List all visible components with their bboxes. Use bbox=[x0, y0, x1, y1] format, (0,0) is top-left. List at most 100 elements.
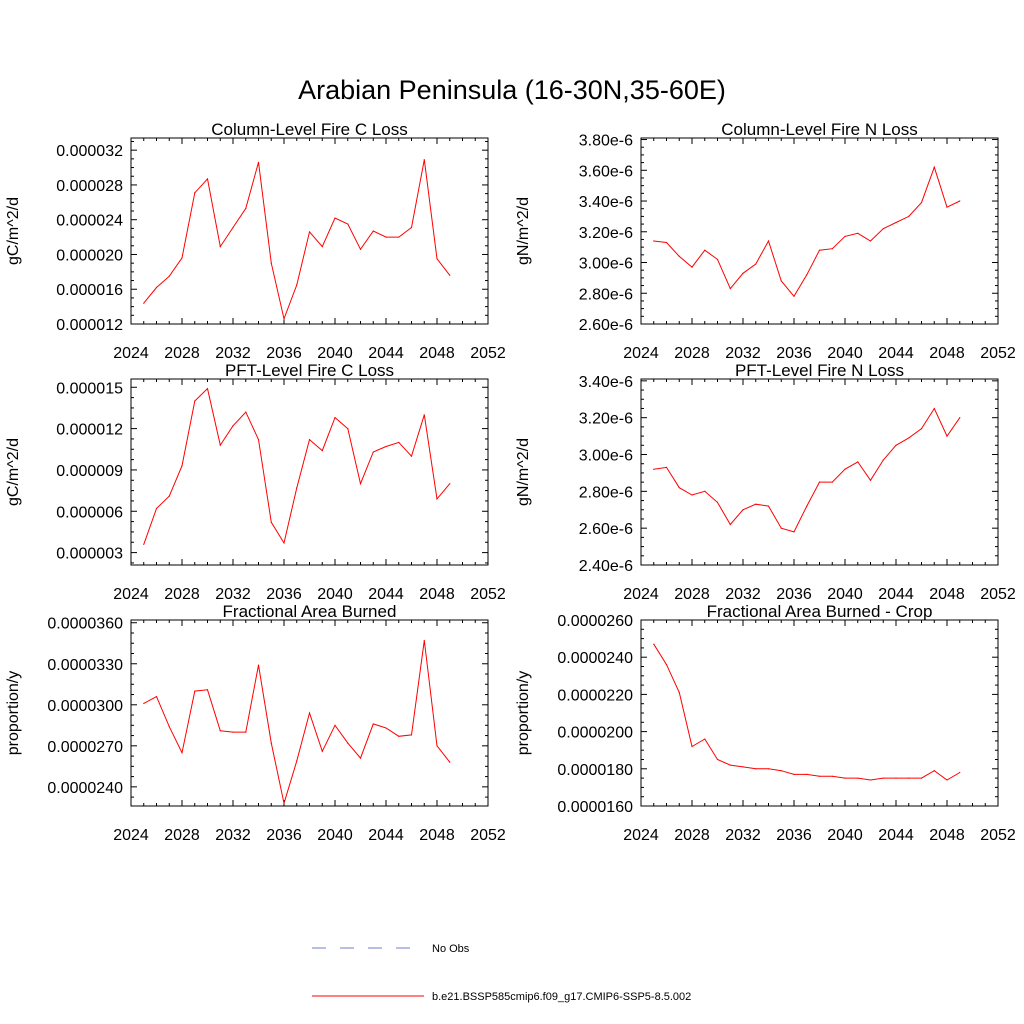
data-point bbox=[283, 802, 285, 804]
data-point bbox=[372, 230, 374, 232]
panel-title: Fractional Area Burned bbox=[223, 602, 397, 621]
x-tick-label: 2032 bbox=[725, 345, 761, 362]
y-tick-label: 2.80e-6 bbox=[579, 286, 633, 303]
data-point bbox=[194, 690, 196, 692]
x-tick-label: 2048 bbox=[929, 586, 965, 603]
series-line bbox=[143, 159, 451, 321]
y-tick-label: 0.0000330 bbox=[47, 657, 123, 674]
data-point bbox=[665, 664, 668, 666]
data-point bbox=[818, 775, 821, 777]
series-line bbox=[143, 640, 451, 804]
data-point bbox=[334, 217, 336, 219]
x-tick-label: 2024 bbox=[113, 827, 149, 844]
y-axis-label: gN/m^2/d bbox=[515, 197, 532, 265]
chart-panel: Fractional Area Burned - Crop 2024 2028 203… bbox=[515, 602, 1016, 844]
panel-title: Column-Level Fire C Loss bbox=[211, 120, 408, 139]
data-point bbox=[308, 231, 311, 233]
data-point bbox=[895, 777, 897, 779]
data-point bbox=[398, 236, 400, 238]
legend-label-no-obs: No Obs bbox=[432, 943, 470, 955]
data-point bbox=[449, 274, 451, 276]
data-point bbox=[933, 166, 935, 168]
data-point bbox=[678, 255, 680, 257]
x-tick-label: 2044 bbox=[878, 586, 914, 603]
data-point bbox=[844, 777, 846, 779]
data-point bbox=[308, 712, 311, 714]
y-tick-label: 0.000009 bbox=[56, 463, 123, 480]
x-tick-label: 2052 bbox=[470, 586, 506, 603]
data-point bbox=[398, 735, 400, 737]
data-point bbox=[308, 439, 311, 441]
data-point bbox=[780, 527, 782, 529]
data-point bbox=[895, 444, 897, 446]
series-line bbox=[143, 387, 451, 545]
data-point bbox=[436, 498, 438, 500]
x-tick-label: 2032 bbox=[725, 827, 761, 844]
plot-frame bbox=[640, 137, 999, 325]
data-point bbox=[844, 235, 846, 237]
data-point bbox=[767, 768, 770, 770]
data-point bbox=[436, 258, 438, 260]
data-point bbox=[168, 726, 170, 728]
data-point bbox=[181, 752, 183, 754]
data-point bbox=[793, 773, 795, 775]
y-tick-label: 0.000003 bbox=[56, 546, 123, 563]
data-point bbox=[818, 249, 821, 251]
data-point bbox=[385, 236, 387, 238]
y-tick-label: 3.40e-6 bbox=[579, 194, 633, 211]
data-point bbox=[767, 240, 770, 242]
data-point bbox=[206, 178, 209, 180]
data-point bbox=[232, 425, 234, 427]
data-point bbox=[691, 745, 693, 748]
data-point bbox=[920, 201, 923, 204]
data-point bbox=[869, 779, 872, 781]
y-tick-label: 2.80e-6 bbox=[579, 484, 633, 501]
data-point bbox=[691, 494, 693, 496]
y-tick-label: 0.0000180 bbox=[557, 762, 633, 779]
data-point bbox=[831, 481, 833, 483]
data-point bbox=[653, 240, 655, 242]
data-point bbox=[359, 757, 362, 759]
data-point bbox=[410, 734, 413, 736]
data-point bbox=[742, 509, 744, 511]
data-point bbox=[283, 542, 285, 544]
y-tick-label: 0.000012 bbox=[56, 317, 123, 334]
x-tick-label: 2052 bbox=[980, 345, 1016, 362]
data-point bbox=[257, 161, 260, 163]
data-point bbox=[194, 400, 196, 402]
y-tick-label: 3.40e-6 bbox=[579, 374, 633, 391]
plot-frame bbox=[130, 137, 489, 325]
chart-panel: PFT-Level Fire N Loss 2024 2028 2032 2036 204… bbox=[515, 361, 1016, 603]
x-tick-label: 2028 bbox=[164, 827, 200, 844]
data-point bbox=[678, 487, 680, 489]
data-point bbox=[729, 523, 731, 526]
x-tick-label: 2036 bbox=[776, 827, 812, 844]
data-point bbox=[729, 764, 731, 766]
data-point bbox=[321, 246, 323, 248]
data-point bbox=[219, 730, 221, 732]
data-point bbox=[347, 742, 349, 744]
data-point bbox=[716, 258, 719, 261]
x-tick-label: 2024 bbox=[113, 586, 149, 603]
x-tick-label: 2028 bbox=[674, 345, 710, 362]
y-tick-label: 0.000006 bbox=[56, 504, 123, 521]
data-point bbox=[372, 723, 374, 725]
data-point bbox=[219, 444, 221, 446]
data-point bbox=[933, 407, 935, 410]
data-point bbox=[665, 466, 668, 468]
data-point bbox=[194, 192, 196, 194]
data-point bbox=[245, 411, 247, 413]
data-point bbox=[423, 414, 425, 416]
data-point bbox=[908, 215, 910, 217]
x-tick-label: 2052 bbox=[470, 827, 506, 844]
data-point bbox=[168, 275, 170, 277]
data-point bbox=[882, 228, 884, 230]
data-point bbox=[767, 505, 770, 507]
data-point bbox=[143, 543, 145, 545]
y-tick-label: 3.80e-6 bbox=[579, 133, 633, 150]
data-point bbox=[283, 318, 285, 320]
data-point bbox=[257, 439, 260, 441]
data-point bbox=[296, 760, 298, 762]
x-tick-label: 2048 bbox=[929, 827, 965, 844]
data-point bbox=[806, 773, 808, 775]
